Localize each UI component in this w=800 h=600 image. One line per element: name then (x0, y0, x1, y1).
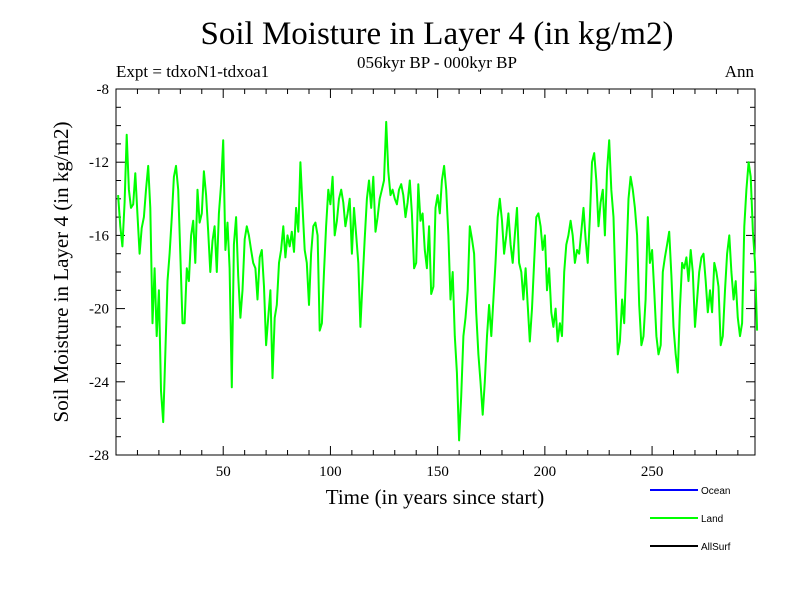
y-tick-label: -16 (89, 228, 109, 244)
x-tick-label: 250 (641, 464, 664, 480)
series-line-land (117, 120, 759, 442)
x-tick-label: 100 (319, 464, 342, 480)
legend-label-land: Land (701, 514, 723, 525)
x-axis-label: Time (in years since start) (326, 485, 545, 509)
y-tick-label: -24 (89, 375, 109, 391)
legend-label-ocean: Ocean (701, 486, 730, 497)
y-tick-label: -12 (89, 155, 109, 171)
chart-subtitle: 056kyr BP - 000kyr BP (357, 53, 517, 72)
legend-label-allsurf: AllSurf (701, 542, 731, 553)
season-label: Ann (724, 62, 754, 81)
x-tick-label: 150 (426, 464, 449, 480)
chart-title: Soil Moisture in Layer 4 (in kg/m2) (200, 16, 674, 52)
y-tick-label: -28 (89, 448, 109, 464)
experiment-label: Expt = tdxoN1-tdxoa1 (116, 62, 270, 81)
y-axis-label: Soil Moisture in Layer 4 (in kg/m2) (49, 122, 73, 423)
axis-tick-labels: 50 100 150 200 250 -8 -12 -16 -20 -24 -28 (89, 82, 663, 480)
axis-ticks (116, 89, 755, 455)
y-tick-label: -20 (89, 302, 109, 318)
y-tick-label: -8 (97, 82, 110, 98)
plot-frame (115, 88, 756, 456)
legend: Ocean Land AllSurf (650, 486, 731, 553)
x-tick-label: 50 (216, 464, 231, 480)
x-tick-label: 200 (534, 464, 557, 480)
